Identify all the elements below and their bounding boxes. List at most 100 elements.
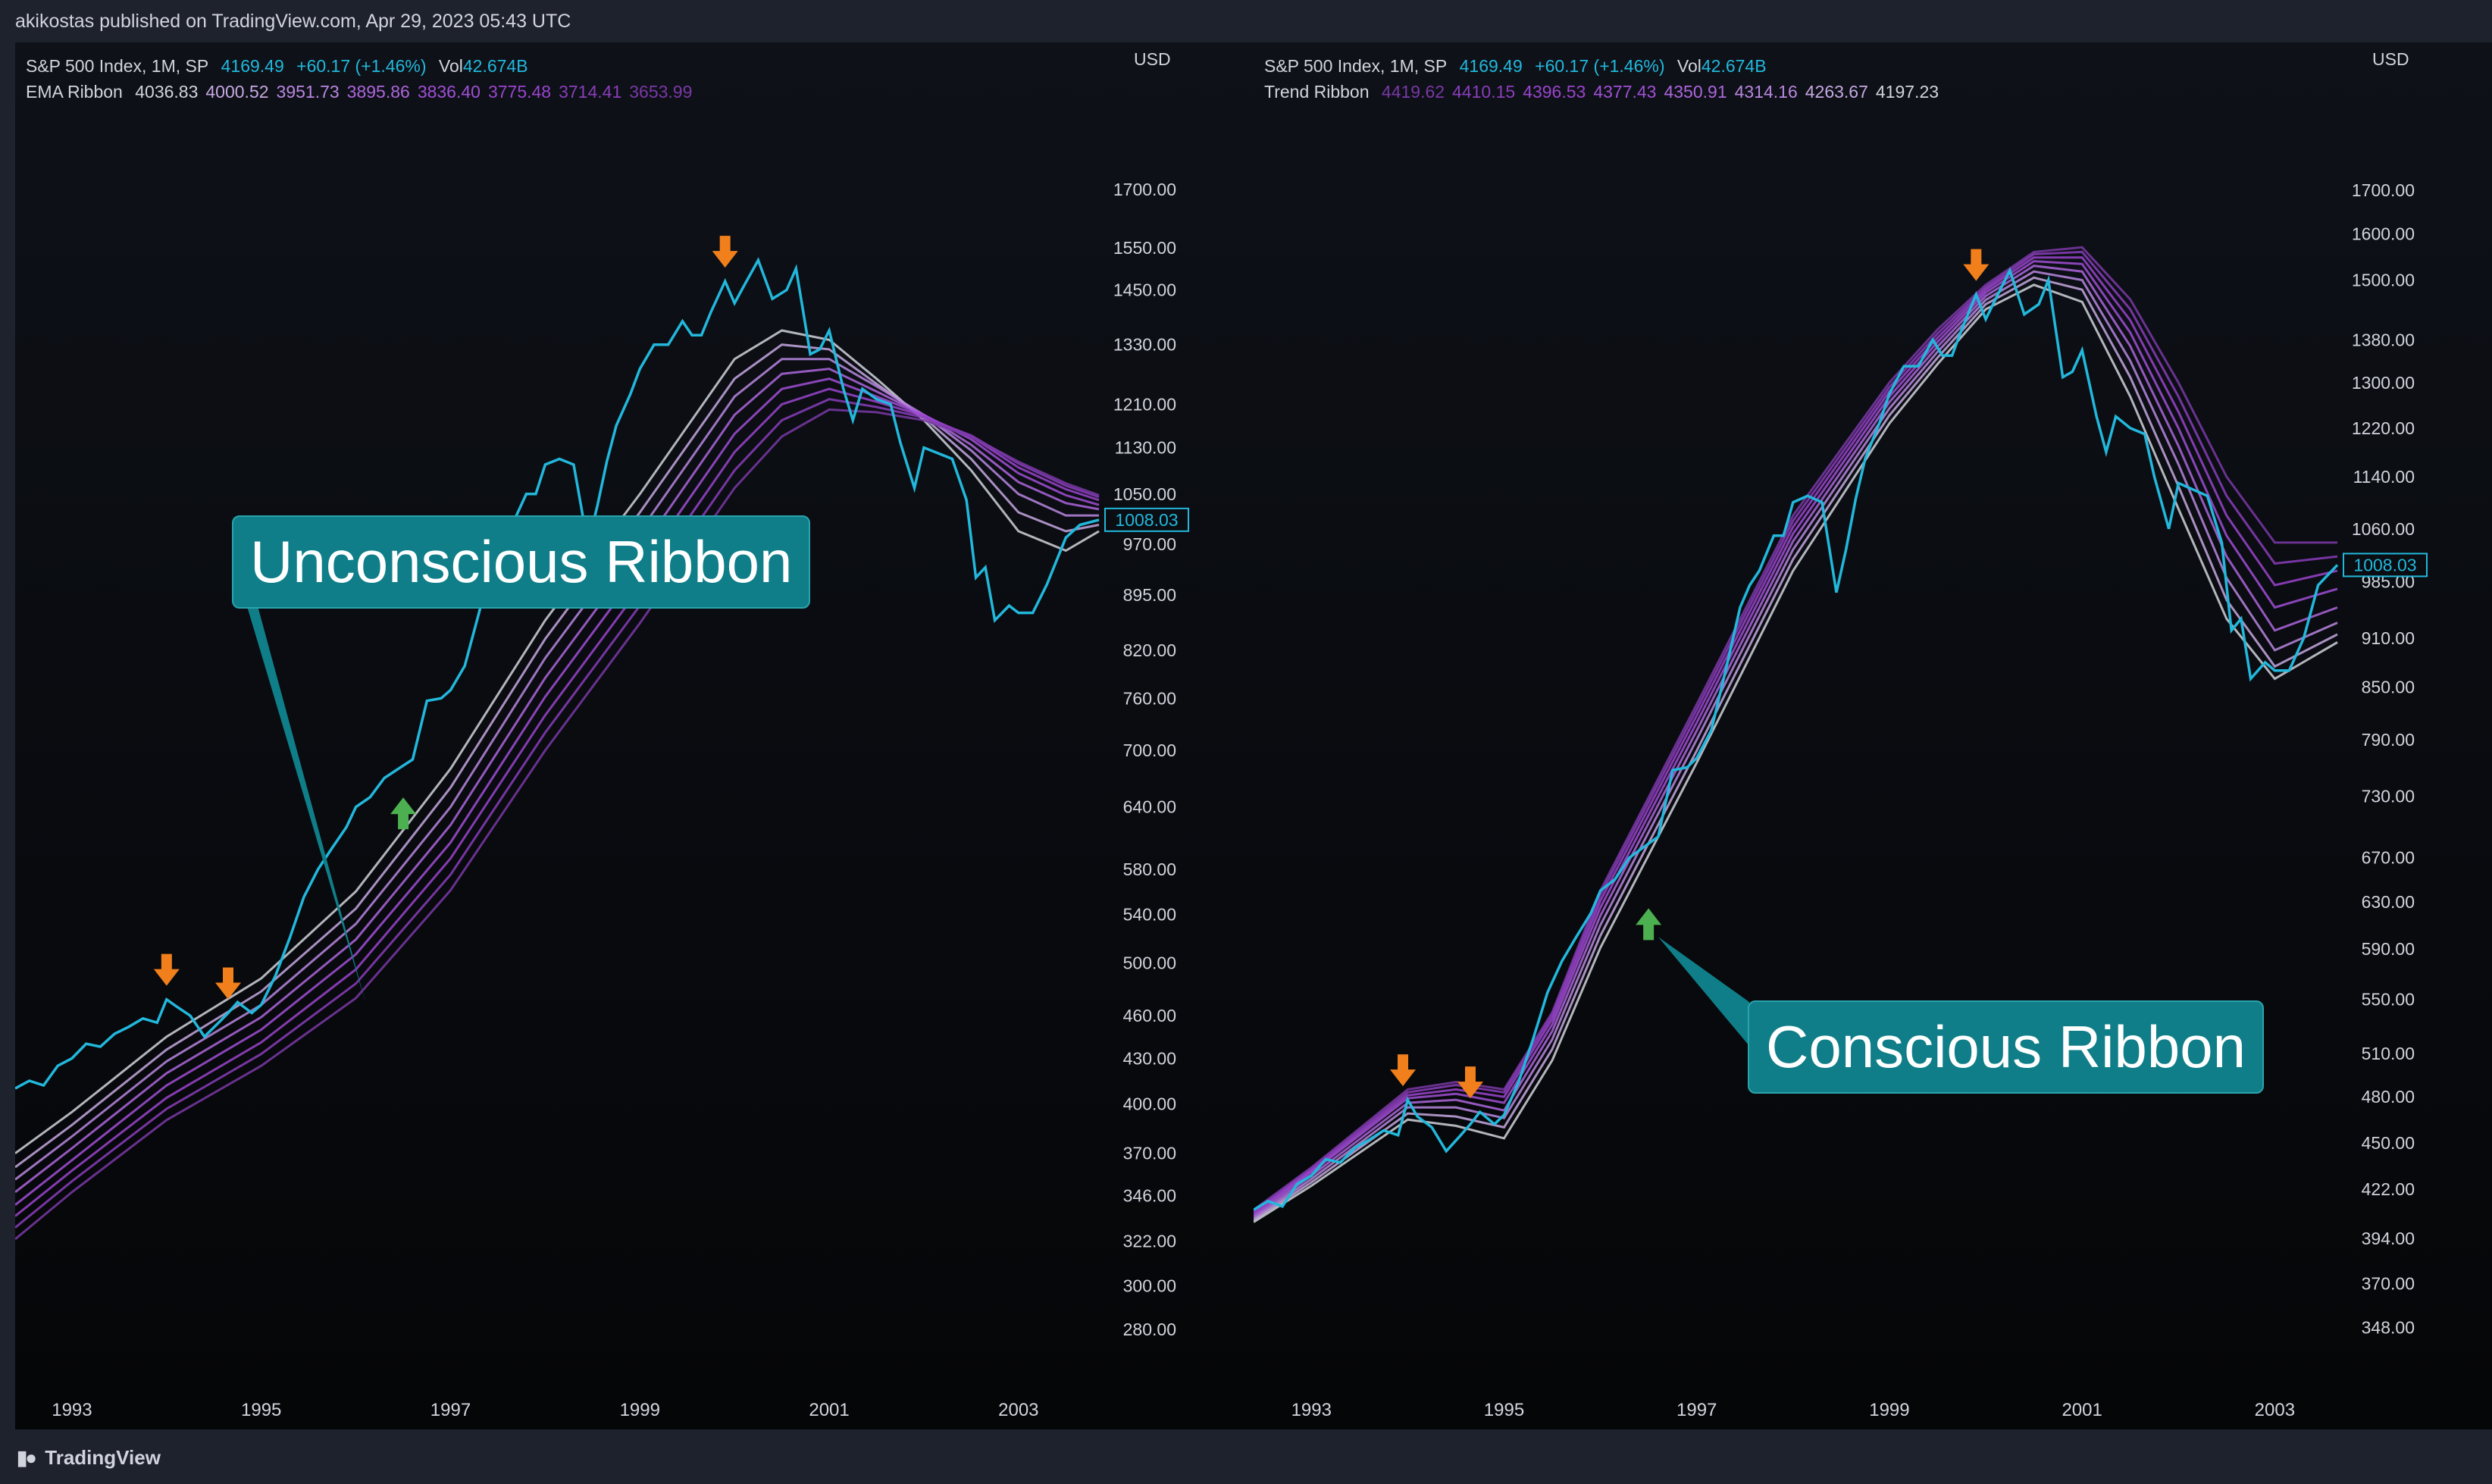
- y-tick-label: 640.00: [1123, 797, 1176, 817]
- chart-panel-ema[interactable]: USD 1700.00 1550.00 1450.00 1330.00 1210.00 11…: [15, 42, 1257, 1429]
- volume-value: 42.674B: [1701, 56, 1767, 76]
- y-tick-label: 1210.00: [1113, 395, 1176, 415]
- last-price-badge: [2343, 553, 2428, 578]
- currency-label: USD: [2372, 49, 2409, 69]
- x-tick-label: 1995: [241, 1400, 281, 1420]
- y-tick-label: 1140.00: [2353, 467, 2415, 487]
- callout-pointer: [233, 517, 366, 1003]
- symbol-row: S&P 500 Index, 1M, SP 4169.49 +60.17 (+1…: [26, 53, 707, 79]
- y-tick-label: 430.00: [1123, 1048, 1176, 1068]
- indicator-row: EMA Ribbon 4036.83 4000.52 3951.73 3895.86 3…: [26, 79, 707, 105]
- ribbon-line: [1254, 270, 2338, 1220]
- y-tick-label: 580.00: [1123, 859, 1176, 879]
- indicator-value: 3714.41: [559, 82, 622, 102]
- indicator-value: 4396.53: [1523, 82, 1586, 102]
- volume-label: Vol: [438, 56, 463, 76]
- indicator-value: 3653.99: [629, 82, 693, 102]
- x-tick-label: 2001: [2062, 1400, 2102, 1420]
- last-price-label: 1008.03: [1115, 510, 1178, 530]
- y-tick-label: 510.00: [2362, 1044, 2415, 1063]
- y-tick-label: 400.00: [1123, 1094, 1176, 1114]
- x-tick-label: 2003: [998, 1400, 1038, 1420]
- indicator-value: 4350.91: [1664, 82, 1727, 102]
- published-header: akikostas published on TradingView.com, …: [0, 0, 2492, 42]
- change-value: +60.17 (+1.46%): [1535, 56, 1665, 76]
- last-value: 4169.49: [221, 56, 284, 76]
- y-tick-label: 422.00: [2362, 1179, 2415, 1199]
- up-arrow-marker: [1636, 908, 1662, 941]
- y-tick-label: 850.00: [2362, 678, 2415, 697]
- ribbon-line: [1254, 283, 2338, 1223]
- y-tick-label: 550.00: [2362, 989, 2415, 1009]
- y-tick-label: 1220.00: [2352, 418, 2415, 438]
- ribbon-line: [15, 387, 1100, 1217]
- price-line[interactable]: [15, 257, 1100, 1090]
- indicator-value: 3951.73: [276, 82, 340, 102]
- indicator-value: 3836.40: [417, 82, 481, 102]
- y-tick-label: 1130.00: [1115, 438, 1176, 458]
- y-tick-label: 370.00: [2362, 1273, 2415, 1293]
- y-tick-label: 1500.00: [2352, 270, 2415, 290]
- indicator-name[interactable]: EMA Ribbon: [26, 82, 123, 102]
- x-tick-label: 1999: [620, 1400, 660, 1420]
- y-tick-label: 970.00: [1123, 534, 1176, 554]
- x-tick-label: 1993: [52, 1400, 92, 1420]
- y-tick-label: 480.00: [2362, 1087, 2415, 1107]
- y-tick-label: 820.00: [1123, 640, 1176, 660]
- y-tick-label: 910.00: [2362, 628, 2415, 648]
- ribbon-group: [15, 329, 1100, 1241]
- ribbon-line: [15, 358, 1099, 1181]
- indicator-value: 4000.52: [205, 82, 269, 102]
- x-tick-label: 2001: [809, 1400, 849, 1420]
- x-tick-label: 1997: [1676, 1400, 1717, 1420]
- ribbon-line: [15, 377, 1100, 1206]
- chart-panel-trend[interactable]: USD 1700.00 1600.00 1500.00 1380.00 1300.00 12…: [1254, 42, 2492, 1429]
- y-tick-label: 700.00: [1123, 740, 1176, 760]
- indicator-value: 3775.48: [487, 82, 552, 102]
- indicator-value: 4377.43: [1593, 82, 1657, 102]
- ribbon-line: [15, 343, 1100, 1169]
- indicator-name[interactable]: Trend Ribbon: [1264, 82, 1370, 102]
- ribbon-line: [15, 408, 1100, 1241]
- y-tick-label: 1450.00: [1113, 280, 1176, 300]
- tradingview-logo[interactable]: ▮● TradingView: [17, 1446, 161, 1470]
- symbol-row: S&P 500 Index, 1M, SP 4169.49 +60.17 (+1…: [1264, 53, 1954, 79]
- y-tick-label: 1050.00: [1113, 484, 1176, 504]
- y-tick-label: 1700.00: [1113, 180, 1176, 199]
- down-arrow-marker: [1963, 249, 1990, 281]
- y-tick-label: 1550.00: [1113, 238, 1176, 258]
- x-tick-label: 1993: [1291, 1400, 1332, 1420]
- down-arrow-marker: [153, 953, 180, 986]
- indicator-values: 4036.83 4000.52 3951.73 3895.86 3836.40 3775.…: [135, 82, 700, 102]
- y-tick-label: 1380.00: [2352, 330, 2415, 349]
- indicator-row: Trend Ribbon 4419.62 4410.15 4396.53 4377.4…: [1264, 79, 1954, 105]
- chart-svg[interactable]: USD 1700.00 1550.00 1450.00 1330.00 1210.00 11…: [15, 42, 1257, 1429]
- x-tick-label: 1995: [1484, 1400, 1524, 1420]
- price-line[interactable]: [1254, 267, 2339, 1211]
- last-price-badge: [1104, 507, 1189, 532]
- y-tick-label: 370.00: [1123, 1144, 1176, 1163]
- x-tick-label: 2003: [2255, 1400, 2295, 1420]
- indicator-value: 3895.86: [346, 82, 410, 102]
- indicator-value: 4036.83: [135, 82, 199, 102]
- symbol-label[interactable]: S&P 500 Index, 1M, SP: [1264, 56, 1448, 76]
- y-tick-label: 1330.00: [1113, 335, 1176, 355]
- indicator-value: 4197.23: [1875, 82, 1939, 102]
- y-tick-label: 450.00: [2362, 1133, 2415, 1153]
- symbol-label[interactable]: S&P 500 Index, 1M, SP: [26, 56, 209, 76]
- y-tick-label: 540.00: [1123, 904, 1176, 924]
- down-arrow-marker: [712, 236, 738, 268]
- callout-pointer: [1658, 937, 1749, 1046]
- up-arrow-marker: [390, 797, 417, 830]
- y-tick-label: 1600.00: [2352, 224, 2415, 243]
- y-tick-label: 300.00: [1123, 1276, 1176, 1296]
- y-tick-label: 460.00: [1123, 1006, 1176, 1025]
- chart-legend: S&P 500 Index, 1M, SP 4169.49 +60.17 (+1…: [26, 53, 707, 105]
- chart-svg[interactable]: USD 1700.00 1600.00 1500.00 1380.00 1300.00 12…: [1254, 42, 2492, 1429]
- last-value: 4169.49: [1459, 56, 1523, 76]
- volume-value: 42.674B: [462, 56, 528, 76]
- y-tick-label: 348.00: [2362, 1317, 2415, 1337]
- ribbon-line: [1254, 246, 2337, 1211]
- published-text: akikostas published on TradingView.com, …: [15, 11, 571, 32]
- currency-label: USD: [1134, 49, 1171, 69]
